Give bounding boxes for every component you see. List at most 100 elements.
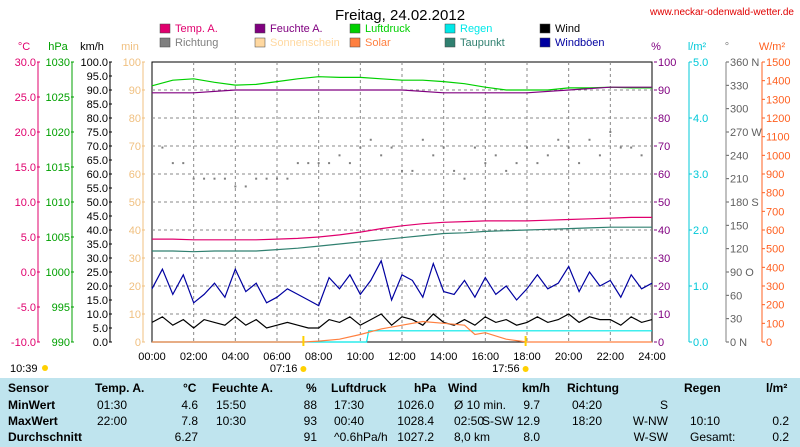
axis-tick-wind: 70.0 <box>87 141 108 153</box>
stats-cell-pres: 1027.2 <box>397 430 434 444</box>
axis-tick-wind: 75.0 <box>87 127 108 139</box>
day-length: 10:39 <box>10 363 38 375</box>
x-tick-label: 18:00 <box>513 351 541 363</box>
stats-cell-pres: 1026.0 <box>397 398 434 412</box>
axis-tick-direction: 30 <box>730 314 742 326</box>
x-tick-label: 22:00 <box>597 351 625 363</box>
stats-cell-dir: S <box>659 398 668 412</box>
axis-tick-solar: 600 <box>766 225 784 237</box>
axis-tick-solar: 300 <box>766 281 784 293</box>
data-point-richtung <box>588 138 591 141</box>
axis-tick-wind: 35.0 <box>87 239 108 251</box>
axis-tick-sun: 0 <box>135 337 141 349</box>
stats-cell-wind: 9.7 <box>523 398 540 412</box>
data-point-richtung <box>463 177 466 180</box>
axis-tick-wind: 50.0 <box>87 197 108 209</box>
data-point-richtung <box>578 162 581 165</box>
series-line-luftdruck <box>151 76 652 91</box>
axis-tick-sun: 10 <box>129 309 141 321</box>
stats-row: MinWert 01:30 4.6 15:50 88 17:30 1026.0 Ø 10 mi… <box>0 398 800 414</box>
axis-unit-direction: ° <box>725 41 729 53</box>
axis-tick-solar: 1000 <box>766 150 790 162</box>
x-tick-label: 16:00 <box>472 351 500 363</box>
legend-swatch <box>539 37 551 48</box>
legend-swatch <box>349 23 361 34</box>
stats-cell-temp-time: 01:30 <box>97 398 128 412</box>
data-point-richtung <box>244 185 247 188</box>
axis-tick-humidity: 100 <box>658 57 676 69</box>
data-point-richtung <box>526 146 528 149</box>
stats-row: MaxWert 22:00 7.8 10:30 93 00:40 1028.4 02:50 S-… <box>0 414 800 430</box>
axis-tick-humidity: 60 <box>658 169 670 181</box>
stats-header-temp: Temp. A. <box>95 381 145 395</box>
axis-tick-solar: 1100 <box>766 132 790 144</box>
stats-cell-wind-time: Ø 10 min. <box>454 398 507 412</box>
data-point-richtung <box>390 146 393 149</box>
statistics-table: Sensor Temp. A. °C Feuchte A. % Luftdruc… <box>0 378 800 447</box>
stats-cell-temp: 4.6 <box>181 398 198 412</box>
stats-cell-temp: 7.8 <box>181 414 198 428</box>
axis-tick-temp: 25.0 <box>15 92 36 104</box>
axis-tick-solar: 900 <box>766 169 784 181</box>
axis-tick-wind: 65.0 <box>87 155 108 167</box>
stats-header-wind: Wind <box>448 381 478 395</box>
source-link[interactable]: www.neckar-odenwald-wetter.de <box>649 7 794 18</box>
axis-tick-humidity: 20 <box>658 281 670 293</box>
stats-cell-wind-time: 8,0 km <box>454 430 491 444</box>
axis-tick-humidity: 10 <box>658 309 670 321</box>
data-point-richtung <box>651 138 653 141</box>
axis-tick-direction: 180 S <box>730 197 759 209</box>
stats-header-row: Sensor Temp. A. °C Feuchte A. % Luftdruc… <box>0 381 800 397</box>
data-point-richtung <box>161 146 164 149</box>
data-point-richtung <box>359 146 362 149</box>
axis-tick-wind: 85.0 <box>87 99 108 111</box>
axis-unit-wind: km/h <box>80 41 104 53</box>
data-point-richtung <box>296 162 299 165</box>
axis-tick-temp: 10.0 <box>15 197 36 209</box>
x-tick-label: 06:00 <box>263 351 291 363</box>
data-point-richtung <box>286 177 289 180</box>
stats-cell-hum-time: 15:50 <box>216 398 247 412</box>
x-tick-label: 12:00 <box>388 351 416 363</box>
axis-tick-wind: 45.0 <box>87 211 108 223</box>
stats-header-temp-unit: °C <box>183 381 197 395</box>
data-point-richtung <box>536 162 539 165</box>
sunset-icon <box>522 366 529 372</box>
series-line-feuchte-a <box>152 86 652 94</box>
stats-cell-dir: W-NW <box>632 414 668 428</box>
axis-tick-sun: 60 <box>129 169 141 181</box>
stats-header-direction: Richtung <box>567 381 619 395</box>
data-point-richtung <box>192 177 195 180</box>
axis-tick-solar: 800 <box>766 188 784 200</box>
stats-row: Durchschnitt 6.27 91 ^0.6hPa/h 1027.2 8,0 km 8… <box>0 430 800 446</box>
x-tick-label: 08:00 <box>305 351 333 363</box>
chart-axes: 30.025.020.015.010.05.00.0-5.0-10.010301… <box>11 57 791 363</box>
axis-tick-sun: 30 <box>129 253 141 265</box>
legend-label: Sonnenschein <box>270 37 340 49</box>
data-point-richtung <box>432 154 435 157</box>
data-point-richtung <box>171 162 174 165</box>
data-point-richtung <box>234 185 237 188</box>
axis-tick-direction: 270 W <box>730 127 762 139</box>
data-point-richtung <box>307 162 310 165</box>
axis-tick-wind: 90.0 <box>87 85 108 97</box>
data-point-richtung <box>151 146 153 149</box>
axis-tick-direction: 0 N <box>730 337 747 349</box>
series-line-taupunkt <box>152 226 652 253</box>
axis-tick-pressure: 1000 <box>46 267 70 279</box>
stats-cell-label: MinWert <box>8 398 56 412</box>
x-tick-label: 24:00 <box>638 351 666 363</box>
data-point-richtung <box>473 146 476 149</box>
axis-tick-wind: 40.0 <box>87 225 108 237</box>
axis-tick-pressure: 1010 <box>46 197 70 209</box>
stats-cell-label: MaxWert <box>8 414 58 428</box>
data-point-richtung <box>223 177 226 180</box>
legend-label: Windböen <box>555 37 605 49</box>
legend-label: Luftdruck <box>365 23 411 35</box>
legend-label: Regen <box>460 23 492 35</box>
axis-tick-solar: 200 <box>766 300 784 312</box>
axis-tick-sun: 70 <box>129 141 141 153</box>
stats-cell-dir-time: 18:20 <box>572 414 603 428</box>
axis-unit-temp: °C <box>18 41 30 53</box>
stats-cell-dir-time: 04:20 <box>572 398 603 412</box>
